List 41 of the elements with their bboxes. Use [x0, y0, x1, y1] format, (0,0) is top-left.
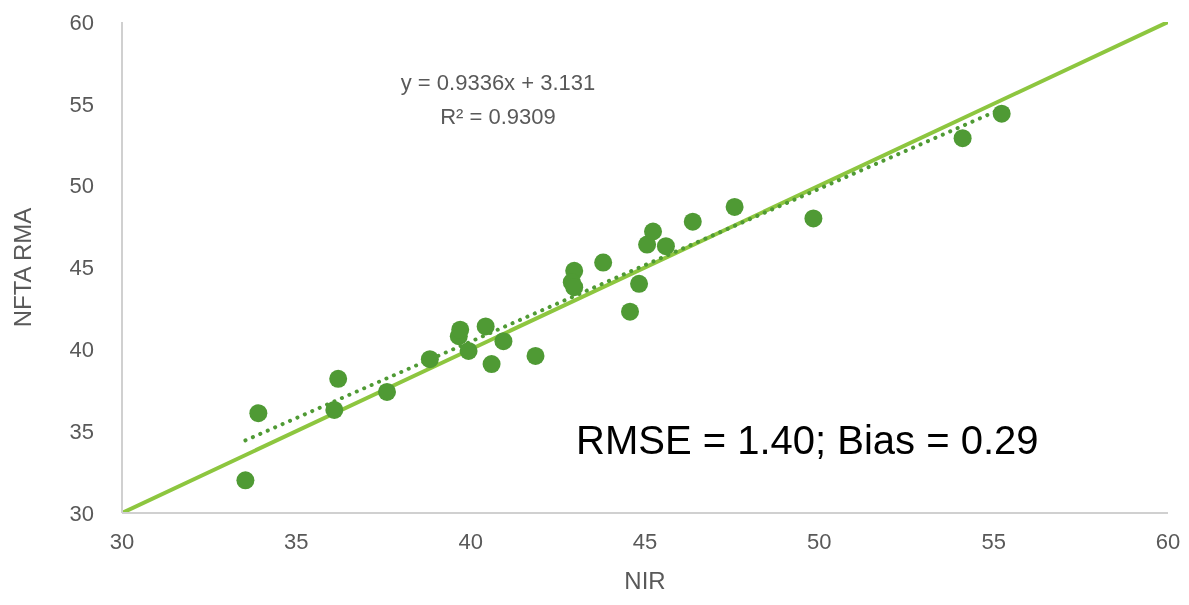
point: [459, 341, 478, 360]
point: [329, 369, 348, 388]
point: [656, 237, 675, 256]
y-tick-label: 40: [69, 337, 94, 363]
point: [482, 355, 501, 374]
y-tick-label: 35: [69, 418, 94, 444]
point: [992, 104, 1011, 123]
point: [325, 400, 344, 419]
annotation: y = 0.9336x + 3.131: [399, 70, 597, 96]
point: [565, 278, 584, 297]
point: [683, 212, 702, 231]
x-tick-label: 60: [1155, 528, 1181, 554]
x-tick-label: 30: [109, 528, 135, 554]
annotation: RMSE = 1.40; Bias = 0.29: [576, 418, 1039, 463]
y-tick-label: 50: [69, 173, 94, 199]
y-tick-label: 60: [69, 9, 94, 35]
point: [249, 404, 268, 423]
point: [494, 332, 513, 351]
y-tick-label: 30: [69, 500, 94, 526]
point: [377, 382, 396, 401]
x-tick-label: 45: [632, 528, 658, 554]
annotation: R² = 0.9309: [439, 104, 557, 130]
point: [644, 222, 663, 241]
point: [236, 471, 255, 490]
y-tick-label: 55: [69, 91, 94, 117]
point: [725, 197, 744, 216]
x-tick-label: 35: [284, 528, 309, 554]
x-tick-label: 40: [458, 528, 483, 554]
y-axis-title: NFTA RMA: [8, 207, 36, 328]
point: [953, 129, 972, 148]
point: [420, 350, 439, 369]
x-tick-label: 50: [807, 528, 832, 554]
point: [804, 209, 823, 228]
x-axis-title: NIR: [624, 567, 666, 594]
x-tick-label: 55: [981, 528, 1006, 554]
point: [594, 253, 613, 272]
point: [630, 274, 649, 293]
point: [621, 302, 640, 321]
point: [526, 346, 545, 365]
y-tick-label: 45: [69, 255, 94, 281]
point: [476, 317, 495, 336]
